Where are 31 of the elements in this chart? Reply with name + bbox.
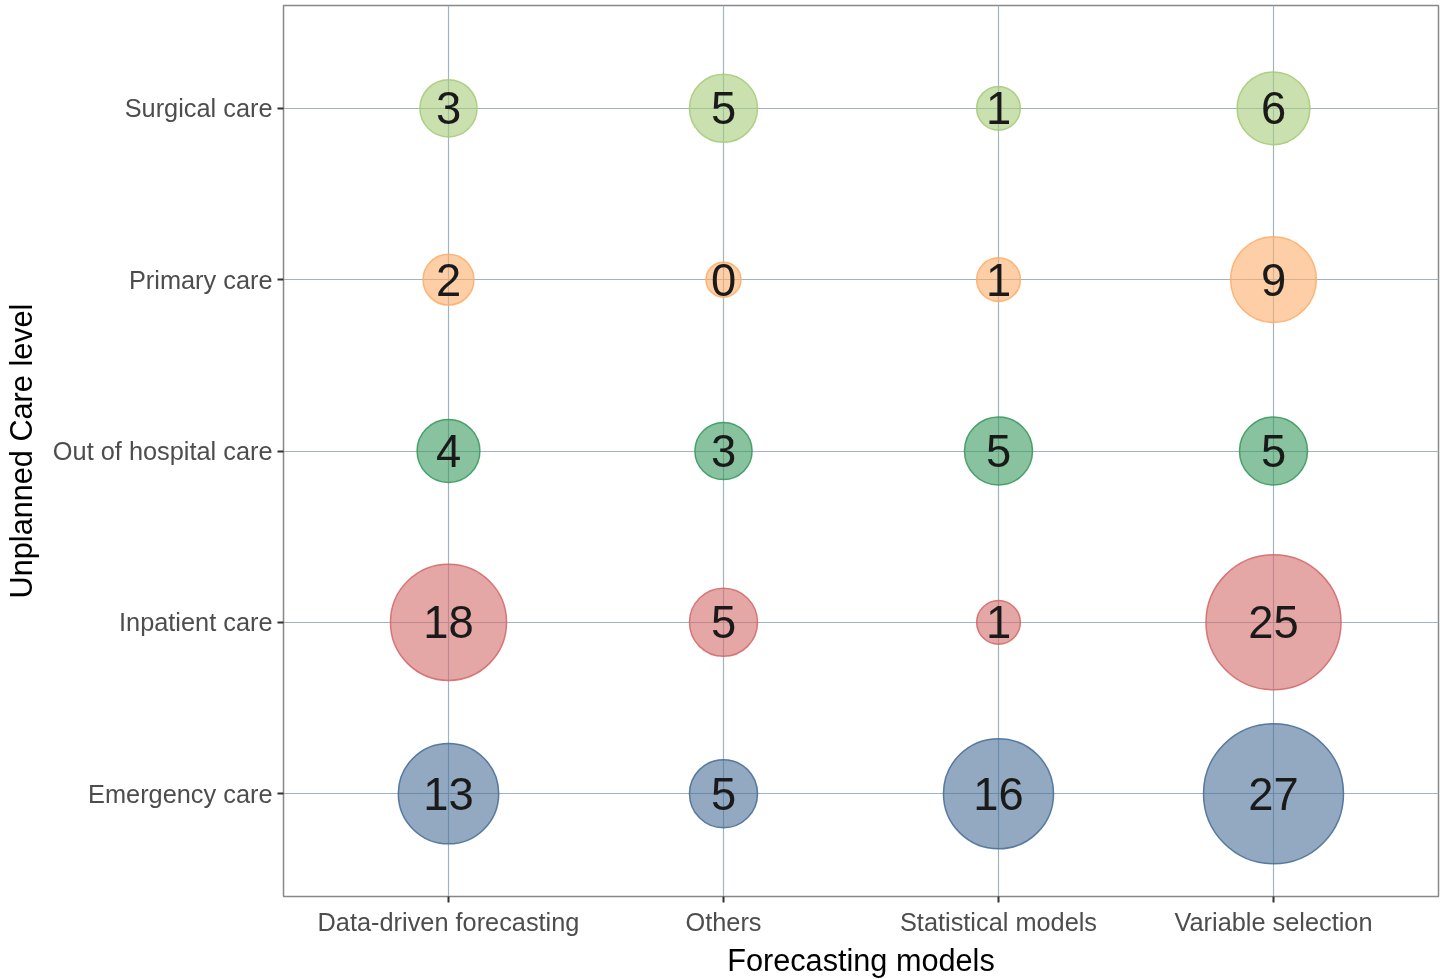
data-label: 3 [710,426,737,477]
data-label: 6 [1260,83,1287,135]
x-tick-label: Variable selection [1174,907,1373,936]
data-label: 2 [435,254,462,306]
data-label: 25 [1248,597,1299,649]
data-label: 1 [985,254,1012,306]
data-label: 1 [985,597,1012,649]
data-label: 5 [1260,426,1287,477]
x-tick-label: Statistical models [899,907,1098,936]
y-axis-title: Unplanned Care level [3,303,39,599]
data-label: 3 [435,83,462,135]
y-tick-label: Out of hospital care [52,437,273,465]
data-label: 18 [423,597,474,649]
x-axis-title: Forecasting models [727,942,995,978]
data-label: 16 [973,768,1024,820]
data-label: 13 [423,768,474,820]
x-tick-label: Data-driven forecasting [317,907,580,936]
y-tick-label: Inpatient care [119,608,273,637]
data-label: 0 [710,254,737,306]
y-tick-label: Surgical care [124,94,273,123]
data-label: 4 [435,426,462,477]
y-tick-label: Emergency care [88,779,273,808]
x-tick-label: Others [685,907,762,936]
data-label: 5 [710,597,737,649]
data-label: 27 [1248,768,1299,820]
data-label: 9 [1260,254,1287,306]
data-label: 5 [710,83,737,135]
y-tick-label: Primary care [128,265,273,294]
data-label: 1 [985,83,1012,135]
data-label: 5 [710,768,737,820]
data-label: 5 [985,426,1012,477]
